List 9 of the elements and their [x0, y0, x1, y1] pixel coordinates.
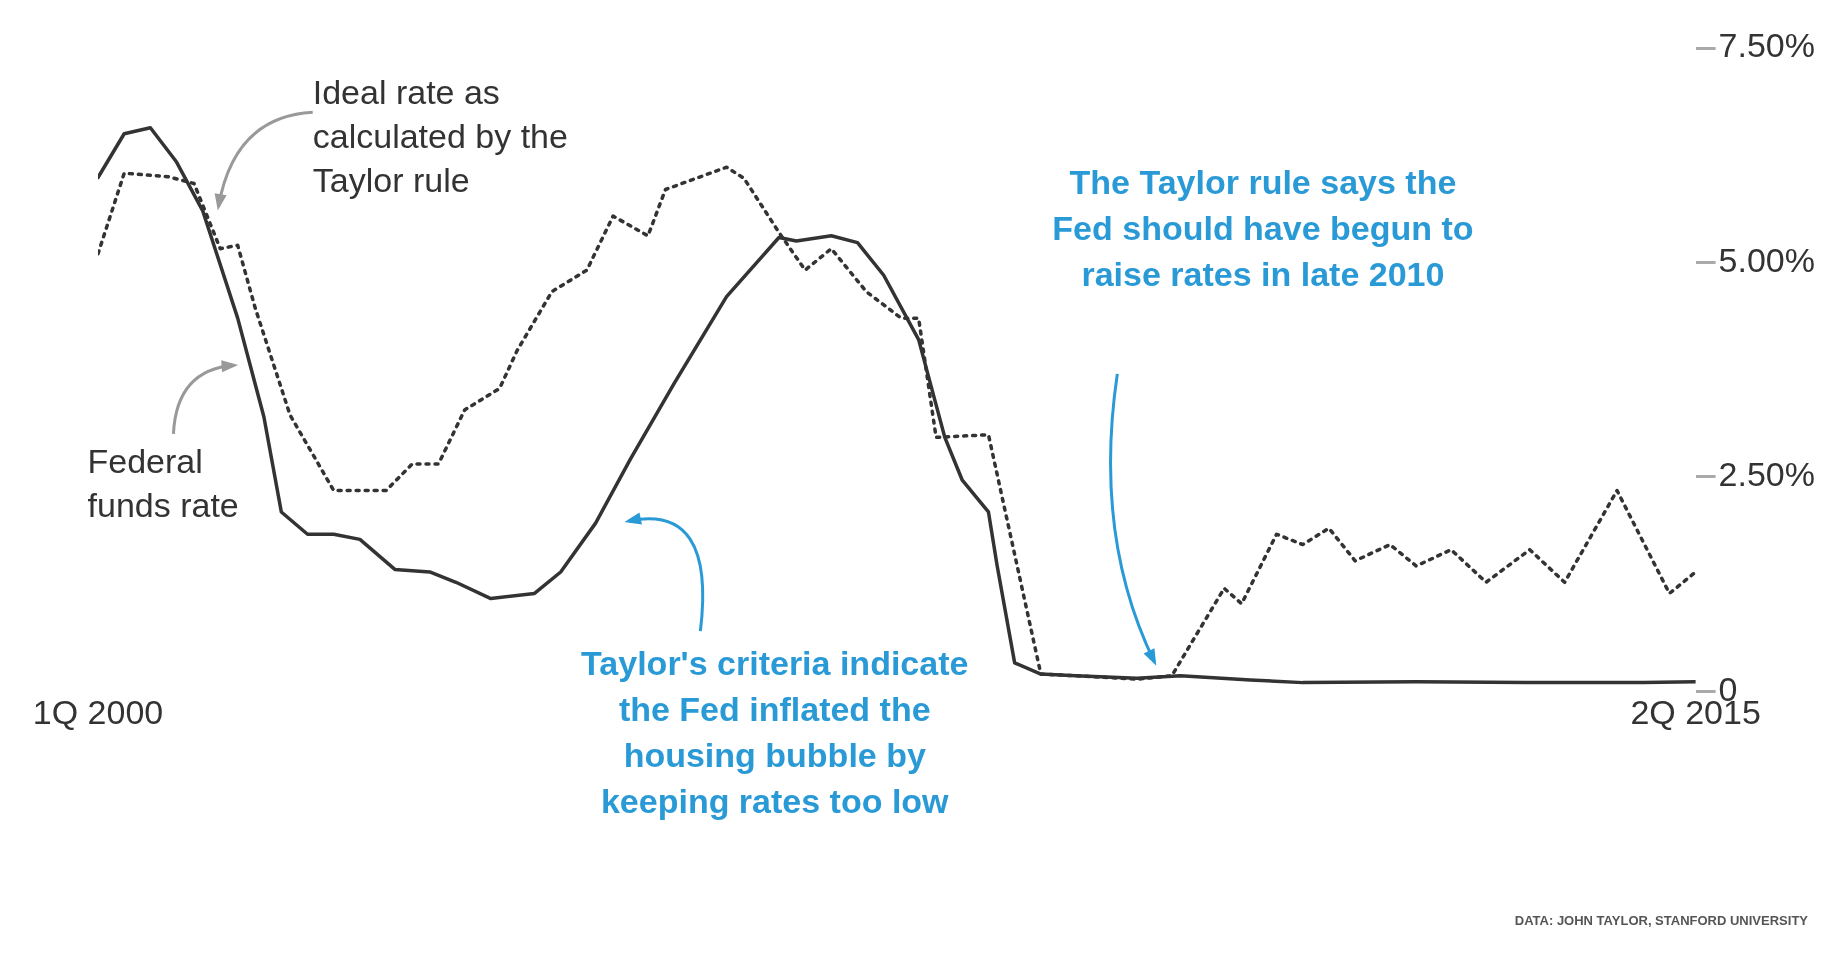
y-tick-label: 2.50% [1718, 455, 1815, 494]
text: DATA: JOHN TAYLOR, STANFORD UNIVERSITY [1514, 913, 1809, 929]
y-tick-label: 7.50% [1718, 26, 1815, 65]
series-label: Ideal rate as calculated by the Taylor rule [312, 73, 568, 200]
series-label: Federal funds rate [87, 442, 239, 525]
annotation: Taylor's criteria indicate the Fed inflated the housing bubble by keeping rates too low [581, 643, 969, 820]
annotation: The Taylor rule says the Fed should have begun to raise rates in late 2010 [1052, 163, 1474, 294]
y-tick-label: 5.00% [1718, 240, 1815, 279]
x-tick-label: 1Q 2000 [32, 692, 164, 731]
